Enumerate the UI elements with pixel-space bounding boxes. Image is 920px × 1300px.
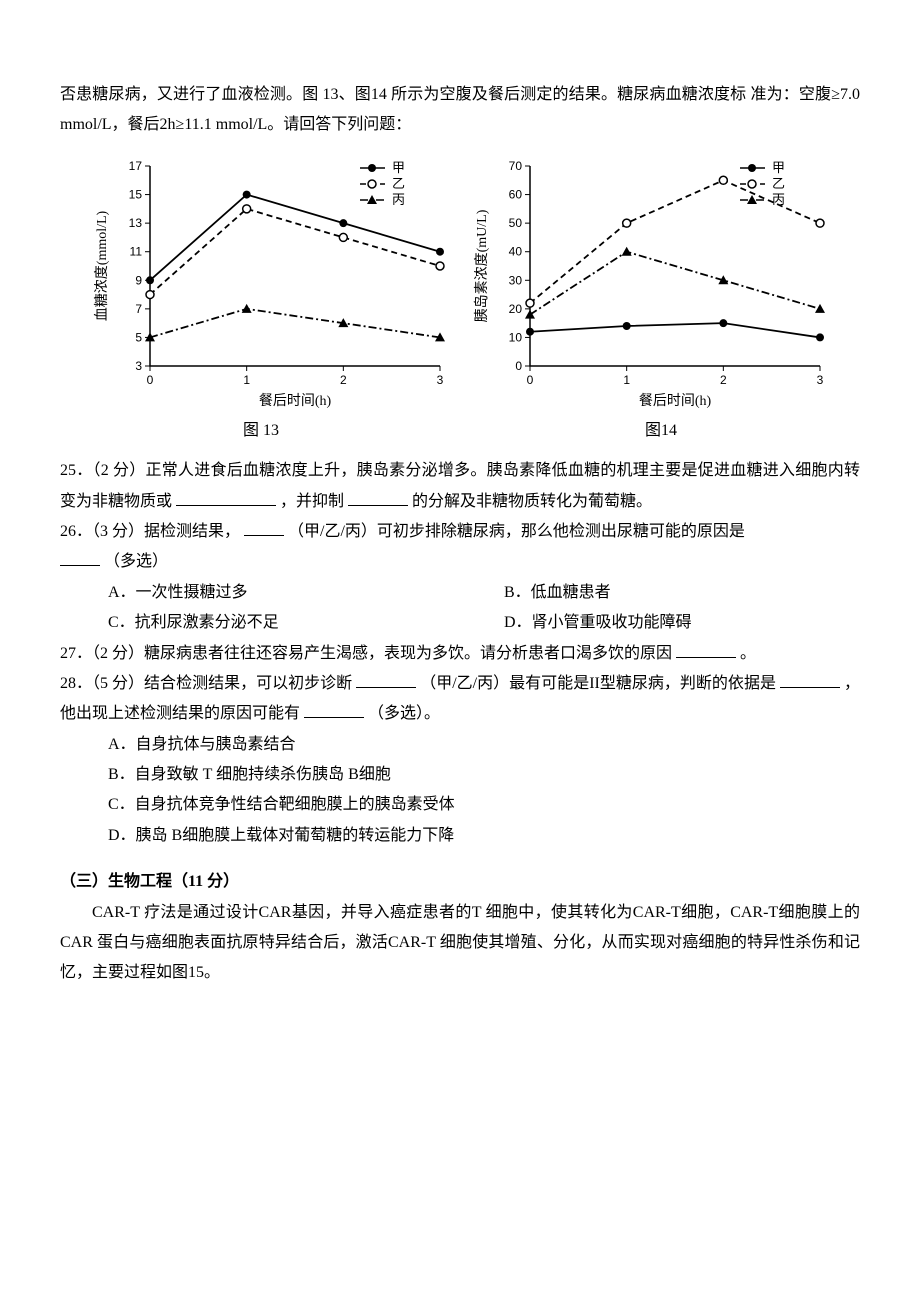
svg-text:餐后时间(h): 餐后时间(h) — [259, 393, 332, 409]
section-3-title: （三）生物工程（11 分） — [60, 867, 860, 897]
svg-text:餐后时间(h): 餐后时间(h) — [639, 393, 712, 409]
q26-optB: B．低血糖患者 — [504, 578, 860, 608]
q26-optA: A．一次性摄糖过多 — [108, 578, 464, 608]
q28-mid1: （甲/乙/丙）最有可能是II型糖尿病，判断的依据是 — [420, 675, 776, 692]
q28-options: A．自身抗体与胰岛素结合 B．自身致敏 T 细胞持续杀伤胰岛 B细胞 C．自身抗… — [60, 730, 860, 852]
q26-suffix: （多选） — [104, 553, 168, 570]
intro-paragraph: 否患糖尿病，又进行了血液检测。图 13、图14 所示为空腹及餐后测定的结果。糖尿… — [60, 80, 860, 141]
svg-text:3: 3 — [817, 373, 824, 387]
svg-text:5: 5 — [135, 330, 142, 344]
caption-14: 图14 — [645, 416, 677, 446]
svg-text:7: 7 — [135, 302, 142, 316]
q26-mid: （甲/乙/丙）可初步排除糖尿病，那么他检测出尿糖可能的原因是 — [288, 523, 745, 540]
q28-prefix: 28．（5 分）结合检测结果，可以初步诊断 — [60, 675, 352, 692]
svg-text:丙: 丙 — [392, 192, 405, 207]
q28-blank1 — [356, 672, 416, 688]
svg-text:甲: 甲 — [772, 160, 785, 175]
q28-optD: D．胰岛 B细胞膜上载体对葡萄糖的转运能力下降 — [108, 821, 860, 851]
caption-row: 图 13 图14 — [60, 416, 860, 446]
svg-text:20: 20 — [509, 302, 523, 316]
q28-blank2 — [780, 672, 840, 688]
caption-13: 图 13 — [243, 416, 279, 446]
svg-text:0: 0 — [527, 373, 534, 387]
q25-blank2 — [348, 490, 408, 506]
question-27: 27．（2 分）糖尿病患者往往还容易产生渴感，表现为多饮。请分析患者口渴多饮的原… — [60, 639, 860, 669]
q25-suffix: 的分解及非糖物质转化为葡萄糖。 — [412, 493, 652, 510]
question-26: 26．（3 分）据检测结果， （甲/乙/丙）可初步排除糖尿病，那么他检测出尿糖可… — [60, 517, 860, 578]
svg-text:15: 15 — [129, 187, 143, 201]
svg-text:13: 13 — [129, 216, 143, 230]
svg-text:胰岛素浓度(mU/L): 胰岛素浓度(mU/L) — [474, 209, 490, 322]
svg-text:乙: 乙 — [772, 176, 785, 191]
svg-text:2: 2 — [340, 373, 347, 387]
q28-optC: C．自身抗体竞争性结合靶细胞膜上的胰岛素受体 — [108, 790, 860, 820]
svg-text:1: 1 — [623, 373, 630, 387]
section-3-body: CAR-T 疗法是通过设计CAR基因，并导入癌症患者的T 细胞中，使其转化为CA… — [60, 898, 860, 989]
q26-optC: C．抗利尿激素分泌不足 — [108, 608, 464, 638]
q28-optA: A．自身抗体与胰岛素结合 — [108, 730, 860, 760]
svg-text:乙: 乙 — [392, 176, 405, 191]
q26-blank1 — [244, 520, 284, 536]
svg-text:0: 0 — [147, 373, 154, 387]
q25-blank1 — [176, 490, 276, 506]
svg-text:1: 1 — [243, 373, 250, 387]
svg-text:17: 17 — [129, 159, 143, 173]
svg-text:9: 9 — [135, 273, 142, 287]
svg-text:11: 11 — [130, 244, 143, 258]
q27-blank — [676, 642, 736, 658]
q28-blank3 — [304, 702, 364, 718]
svg-text:30: 30 — [509, 273, 523, 287]
svg-text:60: 60 — [509, 187, 523, 201]
svg-text:70: 70 — [509, 159, 523, 173]
svg-text:0: 0 — [515, 359, 522, 373]
svg-text:2: 2 — [720, 373, 727, 387]
q26-options: A．一次性摄糖过多 B．低血糖患者 C．抗利尿激素分泌不足 D．肾小管重吸收功能… — [60, 578, 860, 639]
q25-mid: ，并抑制 — [280, 493, 344, 510]
q27-suffix: 。 — [740, 645, 756, 662]
q26-blank2 — [60, 550, 100, 566]
q28-suffix: （多选）。 — [368, 705, 440, 722]
svg-text:3: 3 — [135, 359, 142, 373]
svg-text:甲: 甲 — [392, 160, 405, 175]
q27-prefix: 27．（2 分）糖尿病患者往往还容易产生渴感，表现为多饮。请分析患者口渴多饮的原… — [60, 645, 672, 662]
question-28: 28．（5 分）结合检测结果，可以初步诊断 （甲/乙/丙）最有可能是II型糖尿病… — [60, 669, 860, 730]
q28-optB: B．自身致敏 T 细胞持续杀伤胰岛 B细胞 — [108, 760, 860, 790]
svg-text:丙: 丙 — [772, 192, 785, 207]
question-25: 25．（2 分）正常人进食后血糖浓度上升，胰岛素分泌增多。胰岛素降低血糖的机理主… — [60, 456, 860, 517]
q26-prefix: 26．（3 分）据检测结果， — [60, 523, 240, 540]
svg-text:50: 50 — [509, 216, 523, 230]
chart-14: 0 10 20 30 40 50 60 70 0 1 2 3 餐后时间(h) 胰岛素浓度(mU/L) 甲乙丙 — [470, 151, 830, 411]
intro-line1: 否患糖尿病，又进行了血液检测。图 13、图14 所示为空腹及餐后测定的结果。糖尿… — [60, 86, 746, 103]
svg-text:血糖浓度(mmol/L): 血糖浓度(mmol/L) — [94, 210, 110, 321]
svg-text:10: 10 — [509, 330, 523, 344]
svg-text:3: 3 — [437, 373, 444, 387]
svg-text:40: 40 — [509, 244, 523, 258]
charts-row: 3579111315170123餐后时间(h)血糖浓度(mmol/L)甲乙丙 0… — [60, 151, 860, 411]
chart-13: 3 5 7 9 11 13 15 17 0 1 2 3 餐后时间(h) 血糖浓度(mmol/L) 甲乙丙 — [90, 151, 450, 411]
q26-optD: D．肾小管重吸收功能障碍 — [504, 608, 860, 638]
